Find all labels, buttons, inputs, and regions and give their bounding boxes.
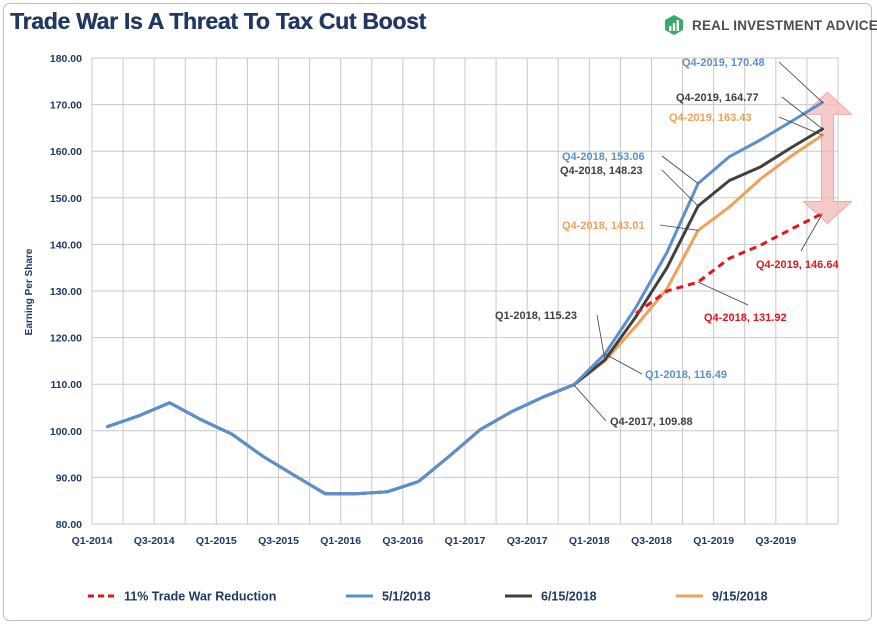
x-tick-label: Q1-2017 [445,535,486,547]
x-tick-label: Q1-2015 [196,535,237,547]
annotation-label: Q4-2018, 143.01 [562,220,645,232]
x-tick-label: Q3-2014 [134,535,175,547]
grid-lines [91,57,839,525]
y-tick-label: 160.00 [50,146,82,158]
gap-double-arrow-shape [802,91,853,225]
legend: 11% Trade War Reduction 5/1/2018 6/15/2018… [88,590,768,604]
annotation-label: Q1-2018, 115.23 [495,310,577,322]
annotation-label: Q4-2019, 146.64 [756,259,839,271]
annotation-label: Q1-2018, 116.49 [645,369,727,381]
y-tick-label: 90.00 [56,472,82,484]
series-lines [106,100,824,496]
y-tick-label: 100.00 [50,426,82,438]
legend-entry: 11% Trade War Reduction [124,590,276,604]
y-tick-label: 110.00 [50,379,82,391]
x-tick-label: Q3-2016 [382,535,423,547]
series-line-11-trade-war-reduction [635,212,824,315]
y-tick-label: 140.00 [50,239,82,251]
chart-title: Trade War Is A Threat To Tax Cut Boost [10,8,426,34]
x-tick-label: Q1-2019 [693,535,734,547]
y-tick-label: 80.00 [56,519,82,531]
gap-double-arrow [802,91,853,225]
x-tick-label: Q3-2018 [631,535,672,547]
annotation-leader-line [778,61,823,103]
y-tick-label: 170.00 [50,100,82,112]
y-tick-label: 150.00 [50,193,82,205]
annotation-leader-line [604,353,643,375]
series-line-5-1-2018 [106,100,824,496]
bar-chart-logo-icon [665,15,683,35]
legend-entry: 5/1/2018 [382,590,431,604]
annotation-leader-line [781,96,823,130]
annotation-label: Q4-2019, 170.48 [682,57,765,69]
annotation-label: Q4-2019, 163.43 [669,112,752,124]
annotation-leader-line [596,314,606,360]
annotation-leader-line [778,116,823,136]
annotation-leader-line [697,281,749,306]
annotation-label: Q4-2018, 131.92 [704,312,787,324]
annotation-label: Q4-2019, 164.77 [676,92,759,104]
annotation-leader-line [661,169,699,207]
y-tick-label: 180.00 [50,53,82,65]
x-tick-label: Q3-2019 [755,535,796,547]
y-axis-ticks: 80.00 90.00 100.00 110.00 120.00 130.00 140.00… [50,53,82,531]
legend-entry: 9/15/2018 [712,590,768,604]
y-tick-label: 130.00 [50,286,82,298]
data-annotations: Q4-2019, 170.48 Q4-2019, 164.77 Q4-2019, 1… [495,57,839,428]
brand-logo-block: REAL INVESTMENT ADVICE [663,12,877,38]
annotation-label: Q4-2017, 109.88 [610,416,693,428]
x-tick-label: Q3-2015 [258,535,299,547]
annotation-leader-line [661,155,699,184]
x-tick-label: Q1-2018 [569,535,610,547]
brand-name: REAL INVESTMENT ADVICE [692,17,877,33]
legend-entry: 6/15/2018 [541,590,597,604]
x-axis-ticks: Q1-2014 Q3-2014 Q1-2015 Q3-2015 Q1-2016 Q3-20… [72,535,797,547]
y-axis-label: Earning Per Share [24,248,35,335]
annotation-label: Q4-2018, 148.23 [560,165,643,177]
y-tick-label: 120.00 [50,333,82,345]
annotation-leader-line [659,224,699,231]
annotation-leader-line [800,213,823,252]
annotation-leader-line [573,384,607,422]
annotation-label: Q4-2018, 153.06 [562,151,645,163]
chart-frame [3,3,872,621]
x-tick-label: Q1-2014 [72,535,113,547]
x-tick-label: Q3-2017 [507,535,548,547]
x-tick-label: Q1-2016 [320,535,361,547]
